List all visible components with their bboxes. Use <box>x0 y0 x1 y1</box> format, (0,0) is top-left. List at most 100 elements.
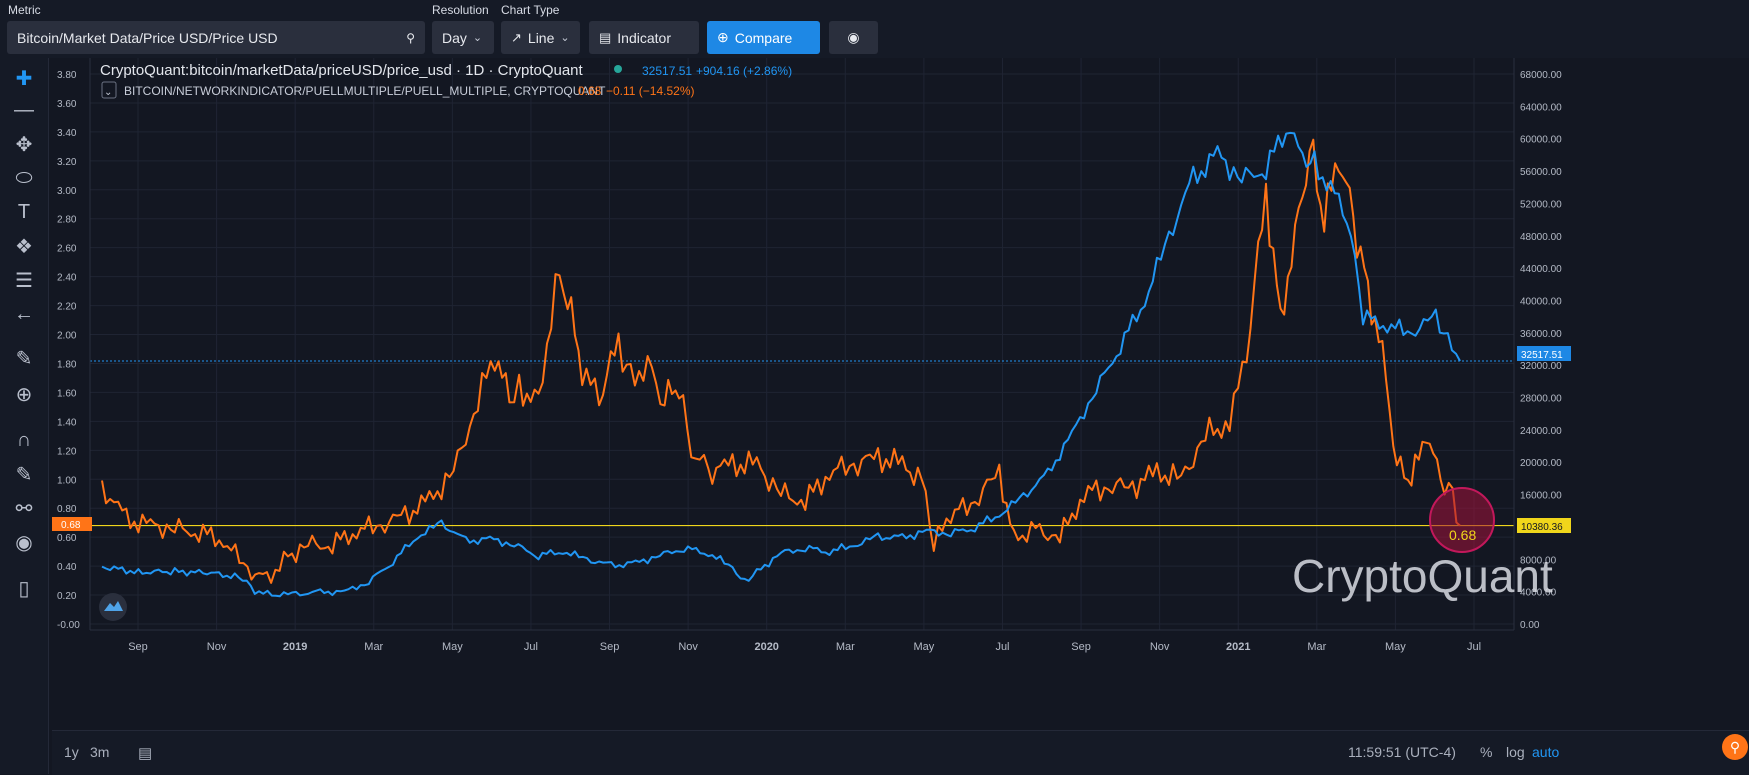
metric-search-input[interactable]: Bitcoin/Market Data/Price USD/Price USD … <box>7 21 425 54</box>
right-tick-label: 36000.00 <box>1520 329 1562 340</box>
puell-multiple-series <box>101 138 1461 584</box>
chart-grid <box>90 58 1514 630</box>
date-range-icon[interactable]: ▤ <box>138 745 153 762</box>
indicator-button[interactable]: ▤ Indicator <box>589 21 699 54</box>
camera-icon: ◉ <box>847 29 860 45</box>
trash-icon[interactable]: ▯ <box>18 577 30 600</box>
right-tick-label: 8000.00 <box>1520 555 1557 566</box>
compare-button[interactable]: ⊕ Compare <box>707 21 820 54</box>
x-tick-label: May <box>913 641 934 653</box>
chart-svg[interactable]: 3.80 3.60 3.40 3.20 3.00 2.80 2.60 2.40 2.20 2.00… <box>38 58 1749 730</box>
chart-type-dropdown[interactable]: ↗ Line ⌄ <box>501 21 580 54</box>
right-tick-label: 20000.00 <box>1520 458 1562 469</box>
resolution-dropdown[interactable]: Day ⌄ <box>432 21 494 54</box>
x-tick-label: Mar <box>836 641 855 653</box>
right-level-badge: 10380.36 <box>1521 522 1563 533</box>
chevron-down-icon: ⌄ <box>104 87 112 98</box>
search-icon: ⚲ <box>406 30 415 45</box>
drawing-toolbar: ✚ — ✥ ⬭ T ❖ ☰ ← ✎ ⊕ ∩ ✎ ⚯ ◉ ▯ <box>0 58 49 774</box>
callout-value: 0.68 <box>1449 527 1476 543</box>
left-tick-label: 1.20 <box>57 446 77 457</box>
x-tick-label: 2019 <box>283 641 307 653</box>
ellipse-icon[interactable]: ⬭ <box>15 166 33 189</box>
left-price-badge: 0.68 <box>61 520 81 531</box>
lock-draw-icon[interactable]: ✎ <box>15 463 33 486</box>
range-1y-button[interactable]: 1y <box>64 744 79 760</box>
left-axis: 3.80 3.60 3.40 3.20 3.00 2.80 2.60 2.40 2.20 2.00… <box>57 58 91 631</box>
resolution-value: Day <box>442 29 467 46</box>
x-tick-label: Jul <box>995 641 1009 653</box>
x-tick-label: Mar <box>364 641 383 653</box>
left-tick-label: 3.40 <box>57 128 77 139</box>
left-tick-label: 2.40 <box>57 273 77 284</box>
top-toolbar: Metric Bitcoin/Market Data/Price USD/Pri… <box>0 0 1749 58</box>
callout-circle <box>1429 487 1495 553</box>
line-chart-icon: ↗ <box>511 29 522 45</box>
auto-toggle[interactable]: auto <box>1532 744 1560 760</box>
right-level-badge-bg <box>1517 518 1571 533</box>
fib-icon[interactable]: ☰ <box>15 269 33 292</box>
left-tick-label: 0.40 <box>57 562 77 573</box>
legend-second-value: 0.68 <box>578 84 602 98</box>
metric-value: Bitcoin/Market Data/Price USD/Price USD <box>17 29 278 46</box>
left-tick-label: 0.20 <box>57 591 77 602</box>
x-tick-label: Nov <box>207 641 227 653</box>
right-tick-label: 28000.00 <box>1520 394 1562 405</box>
trend-line-icon[interactable]: — <box>14 98 34 121</box>
snapshot-button[interactable]: ◉ <box>829 21 878 54</box>
pitchfork-icon[interactable]: ✥ <box>15 133 33 156</box>
chart-type-label: Chart Type <box>501 3 560 17</box>
right-axis: 68000.00 64000.00 60000.00 56000.00 52000.00… <box>1513 58 1562 631</box>
left-tick-label: 2.60 <box>57 244 77 255</box>
legend-collapse-toggle[interactable] <box>101 81 117 99</box>
x-tick-label: May <box>442 641 463 653</box>
x-tick-label: Jul <box>1467 641 1481 653</box>
left-tick-label: 0.80 <box>57 504 77 515</box>
x-tick-label: Nov <box>1150 641 1170 653</box>
percent-toggle[interactable]: % <box>1480 744 1493 760</box>
left-tick-label: 2.20 <box>57 302 77 313</box>
left-tick-label: 1.00 <box>57 475 77 486</box>
right-tick-label: 52000.00 <box>1520 199 1562 210</box>
x-tick-label: Sep <box>600 641 620 653</box>
arrow-left-icon[interactable]: ← <box>14 302 34 325</box>
x-axis: Sep Nov 2019 Mar May Jul Sep Nov 2020 Mar May Jul Se… <box>90 629 1514 653</box>
watermark: CryptoQuant <box>1292 550 1553 602</box>
left-tick-label: -0.00 <box>57 620 80 631</box>
legend-main-title: CryptoQuant:bitcoin/marketData/priceUSD/… <box>100 62 584 79</box>
left-tick-label: 3.20 <box>57 157 77 168</box>
pattern-icon[interactable]: ❖ <box>15 235 33 258</box>
plot-background <box>90 58 1514 630</box>
right-tick-label: 60000.00 <box>1520 135 1562 146</box>
right-tick-label: 4000.00 <box>1520 588 1557 599</box>
bottom-bar: 1y 3m ▤ 11:59:51 (UTC-4) % log auto ⚲ <box>52 730 1749 775</box>
chart-series <box>101 131 1461 598</box>
x-tick-label: Nov <box>678 641 698 653</box>
zoom-icon[interactable]: ⊕ <box>15 383 33 406</box>
crosshair-icon[interactable]: ✚ <box>15 67 33 90</box>
x-tick-label: Mar <box>1307 641 1326 653</box>
log-toggle[interactable]: log <box>1506 744 1525 760</box>
price-usd-series <box>101 131 1461 598</box>
x-tick-label: Jul <box>524 641 538 653</box>
left-tick-label: 0.60 <box>57 533 77 544</box>
left-tick-label: 1.60 <box>57 388 77 399</box>
left-tick-label: 1.40 <box>57 417 77 428</box>
left-tick-label: 3.00 <box>57 186 77 197</box>
chart-area[interactable]: 3.80 3.60 3.40 3.20 3.00 2.80 2.60 2.40 2.20 2.00… <box>38 58 1749 730</box>
right-price-badge-bg <box>1517 346 1571 361</box>
range-3m-button[interactable]: 3m <box>90 744 110 760</box>
zoom-fab-icon[interactable]: ⚲ <box>1722 734 1748 760</box>
right-tick-label: 24000.00 <box>1520 426 1562 437</box>
lock-icon[interactable]: ⚯ <box>15 497 33 520</box>
magnet-icon[interactable]: ∩ <box>16 428 32 451</box>
ruler-icon[interactable]: ✎ <box>15 347 33 370</box>
legend-second-change: −0.11 (−14.52%) <box>606 84 695 98</box>
compare-label: Compare <box>734 29 793 46</box>
eye-icon[interactable]: ◉ <box>15 531 33 554</box>
x-tick-label: May <box>1385 641 1406 653</box>
text-icon[interactable]: T <box>17 200 31 223</box>
indicator-icon: ▤ <box>599 29 612 45</box>
indicator-label: Indicator <box>617 29 671 46</box>
right-tick-label: 64000.00 <box>1520 102 1562 113</box>
